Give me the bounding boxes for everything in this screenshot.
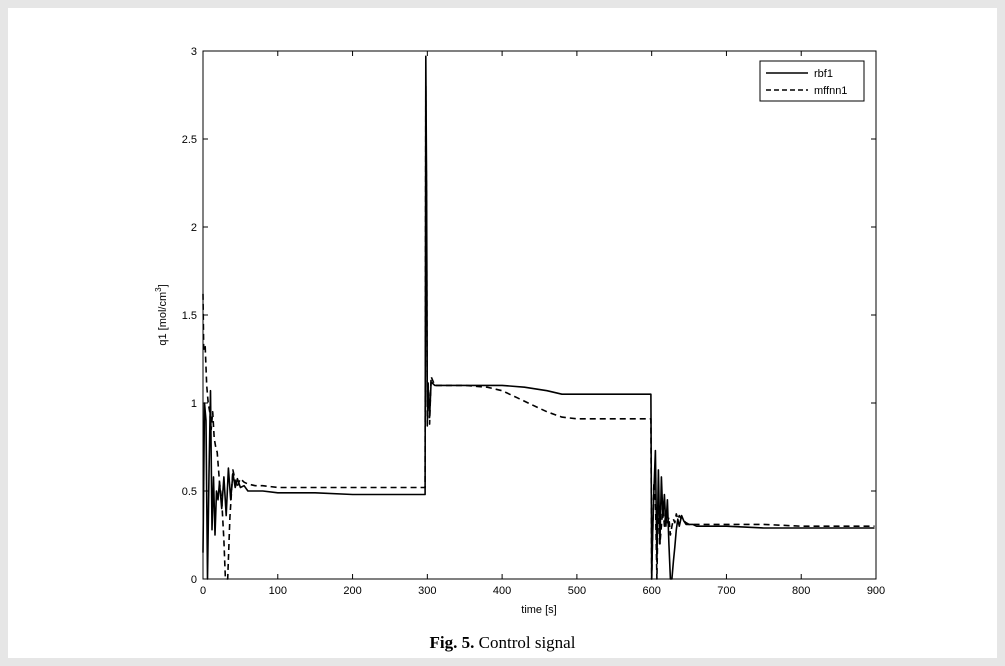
x-tick-label: 900 [867,585,885,597]
y-tick-label: 0 [191,574,197,586]
legend-box [759,60,865,102]
y-tick-label: 1.5 [182,310,197,322]
x-tick-label: 800 [792,585,810,597]
y-axis-ticks: 0 0.5 1 1.5 2 2.5 3 [182,46,876,586]
series-line-mffnn1 [202,85,875,580]
series-lines [202,55,875,580]
caption-text: Control signal [478,633,576,652]
x-tick-label: 500 [568,585,586,597]
legend-label-rbf1: rbf1 [814,68,833,80]
line-chart: 0 0.5 1 1.5 2 2.5 3 0 100 200 300 400 500 600 700 800 9… [154,46,885,616]
x-axis-ticks: 0 100 200 300 400 500 600 700 800 900 [200,51,885,597]
x-tick-label: 0 [200,585,206,597]
x-tick-label: 400 [493,585,511,597]
x-tick-label: 600 [642,585,660,597]
figure-panel: 0 0.5 1 1.5 2 2.5 3 0 100 200 300 400 500 600 700 800 9… [8,8,997,658]
y-axis-label-superscript: 3 [154,287,163,292]
figure-caption: Fig. 5. Control signal [8,633,997,653]
plot-area [202,50,877,580]
x-tick-label: 300 [418,585,436,597]
y-axis-label-main: q1 [mol/cm [157,292,169,346]
legend-label-mffnn1: mffnn1 [814,85,847,97]
legend: rbf1 mffnn1 [759,60,865,102]
y-tick-label: 2.5 [182,134,197,146]
x-tick-label: 100 [269,585,287,597]
y-axis-label-close: ] [157,284,169,287]
y-tick-label: 2 [191,222,197,234]
y-axis-label: q1 [mol/cm3] [154,284,169,345]
x-tick-label: 200 [343,585,361,597]
x-tick-label: 700 [717,585,735,597]
y-tick-label: 1 [191,398,197,410]
x-axis-label: time [s] [521,604,556,616]
caption-label: Fig. 5. [429,633,475,652]
y-tick-label: 3 [191,46,197,58]
y-tick-label: 0.5 [182,486,197,498]
